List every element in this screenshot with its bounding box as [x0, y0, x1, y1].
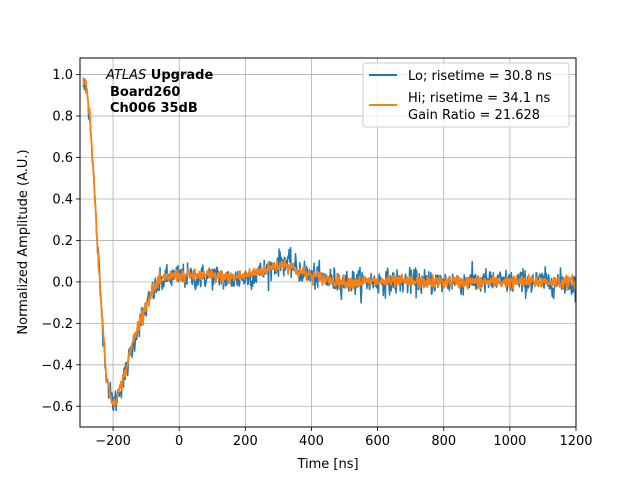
x-tick-label: 600 [365, 434, 390, 449]
x-tick-label: 800 [431, 434, 456, 449]
annotation-line3: Ch006 35dB [110, 101, 198, 116]
legend-box [362, 62, 570, 128]
y-tick-label: 0.6 [52, 151, 73, 166]
x-axis: −200 0 200 400 600 800 1000 1200 [95, 427, 593, 449]
legend-label-hi-line1: Hi; risetime = 34.1 ns [408, 91, 550, 106]
annotation-line1: ATLAS Upgrade [105, 68, 213, 83]
y-tick-label: 0.0 [52, 275, 73, 290]
y-tick-label: 0.2 [52, 234, 73, 249]
y-tick-label: −0.2 [41, 317, 73, 332]
x-axis-label: Time [ns] [296, 457, 358, 472]
annotation: ATLAS Upgrade Board260 Ch006 35dB [105, 68, 213, 116]
y-tick-label: −0.6 [41, 400, 73, 415]
plot-frame [79, 57, 577, 428]
annotation-atlas: ATLAS [105, 68, 146, 83]
x-tick-label: 1000 [493, 434, 526, 449]
y-tick-label: −0.4 [41, 358, 73, 373]
series-layer [82, 77, 576, 412]
x-tick-label: 200 [233, 434, 258, 449]
x-tick-label: −200 [95, 434, 131, 449]
annotation-upgrade: Upgrade [146, 68, 213, 83]
legend-label-lo: Lo; risetime = 30.8 ns [408, 69, 552, 84]
series-hi-line [82, 77, 576, 407]
x-tick-label: 400 [299, 434, 324, 449]
y-axis-label: Normalized Amplitude (A.U.) [16, 149, 31, 334]
y-axis: −0.6 −0.4 −0.2 0.0 0.2 0.4 0.6 0.8 1.0 [41, 68, 80, 415]
y-tick-label: 0.4 [52, 192, 73, 207]
annotation-line2: Board260 [110, 85, 180, 100]
y-tick-label: 0.8 [52, 110, 73, 125]
legend: Lo; risetime = 30.8 ns Hi; risetime = 34… [362, 62, 570, 128]
x-tick-label: 0 [175, 434, 183, 449]
y-tick-label: 1.0 [52, 68, 73, 83]
x-tick-label: 1200 [559, 434, 592, 449]
legend-label-hi: Hi; risetime = 34.1 ns Gain Ratio = 21.6… [408, 91, 554, 123]
legend-label-hi-line2: Gain Ratio = 21.628 [408, 108, 540, 123]
